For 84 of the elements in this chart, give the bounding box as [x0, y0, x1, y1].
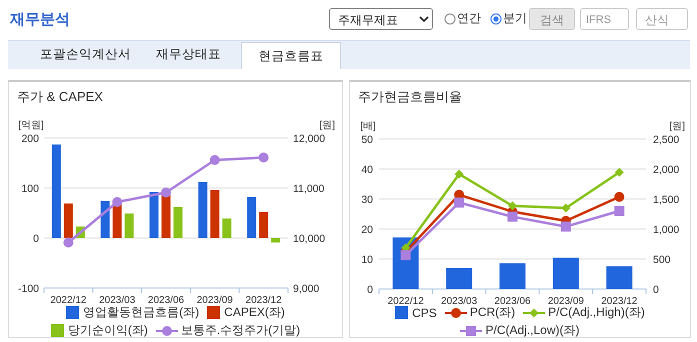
y-tick-label: 10 — [361, 254, 374, 266]
x-tick-label: 2023/12 — [246, 295, 282, 306]
bar — [446, 268, 472, 289]
y2-axis-title: [원] — [319, 120, 336, 131]
legend-label: 영업활동현금흐름(좌) — [83, 304, 200, 321]
bar — [100, 201, 110, 238]
text: 현금흐름표 — [241, 42, 341, 69]
legend-label: CPS — [412, 306, 437, 320]
chart-title: 주가 & CAPEX — [17, 88, 103, 106]
x-tick-label: 2023/06 — [148, 295, 185, 306]
y2-tick-label: 11,000 — [293, 183, 324, 195]
point — [614, 192, 624, 202]
bar — [247, 197, 256, 238]
y2-tick-label: 1,500 — [653, 194, 680, 206]
point — [508, 201, 517, 210]
bar — [52, 144, 61, 238]
y2-tick-label: 2,500 — [653, 134, 680, 146]
x-tick-label: 2023/03 — [99, 295, 136, 306]
x-tick-label: 2023/12 — [601, 296, 638, 307]
bar — [606, 266, 632, 289]
point — [161, 188, 171, 198]
x-tick-label: 2022/12 — [388, 296, 424, 307]
bar — [259, 212, 268, 238]
legend-label: CAPEX(좌) — [224, 304, 285, 321]
y-tick-label: 200 — [21, 133, 40, 145]
y2-tick-label: 2,000 — [653, 164, 680, 176]
x-tick-label: 2023/09 — [196, 295, 234, 306]
y-tick-label: 0 — [367, 284, 374, 296]
point — [560, 222, 571, 232]
bar — [198, 182, 208, 238]
y2-tick-label: 10,000 — [293, 233, 326, 245]
legend-label: 보통주.수정주가(기말) — [180, 322, 300, 339]
y2-axis-title: [원] — [669, 121, 686, 132]
y-axis-title: [배] — [360, 121, 376, 132]
y2-tick-label: 500 — [653, 254, 671, 266]
y-tick-label: 0 — [33, 233, 40, 245]
legend-label: P/C(Adj.,High)(좌) — [548, 304, 645, 321]
y2-tick-label: 0 — [653, 284, 659, 296]
y-tick-label: -100 — [18, 283, 40, 295]
bar — [210, 190, 220, 238]
y-axis-title: [억원] — [18, 120, 44, 131]
text: 검색 — [529, 8, 575, 30]
chart-title: 주가현금흐름비율 — [358, 88, 462, 106]
legend-label: P/C(Adj.,Low)(좌) — [485, 322, 580, 339]
text: IFRS — [580, 8, 629, 30]
text: 재무상태표 — [156, 46, 221, 63]
y-tick-label: 50 — [361, 134, 374, 146]
bar — [271, 238, 280, 242]
bar — [552, 258, 579, 289]
point — [508, 212, 518, 222]
point — [454, 198, 464, 208]
bar — [500, 263, 526, 289]
y-tick-label: 100 — [21, 183, 40, 195]
y2-tick-label: 1,000 — [653, 224, 680, 236]
legend-label: 당기순이익(좌) — [68, 322, 148, 339]
y-tick-label: 20 — [361, 224, 374, 236]
bar — [124, 214, 134, 238]
legend-label: PCR(좌) — [470, 304, 516, 321]
point — [258, 152, 269, 162]
x-tick-label: 2023/03 — [441, 296, 478, 307]
point — [614, 168, 624, 177]
point — [400, 250, 411, 260]
bar — [64, 204, 73, 238]
point — [63, 238, 74, 248]
bar — [150, 192, 158, 238]
point — [210, 155, 220, 165]
bar — [222, 218, 232, 238]
text: 재무분석 — [10, 10, 70, 29]
text: 분기 — [503, 10, 527, 27]
point — [614, 206, 624, 216]
x-tick-label: 2023/09 — [548, 296, 584, 307]
bar — [174, 207, 182, 238]
x-tick-label: 2023/06 — [494, 296, 532, 307]
y-tick-label: 30 — [361, 194, 374, 206]
y2-tick-label: 9,000 — [293, 283, 320, 295]
point — [454, 170, 464, 179]
text: 주재무제표 — [329, 8, 433, 30]
text: 포괄손익계산서 — [40, 46, 131, 63]
y2-tick-label: 12,000 — [293, 133, 326, 145]
x-tick-label: 2022/12 — [50, 295, 87, 306]
text: 연간 — [457, 10, 481, 27]
y-tick-label: 40 — [361, 164, 374, 176]
point — [112, 197, 122, 207]
text: 산식 — [636, 8, 688, 30]
